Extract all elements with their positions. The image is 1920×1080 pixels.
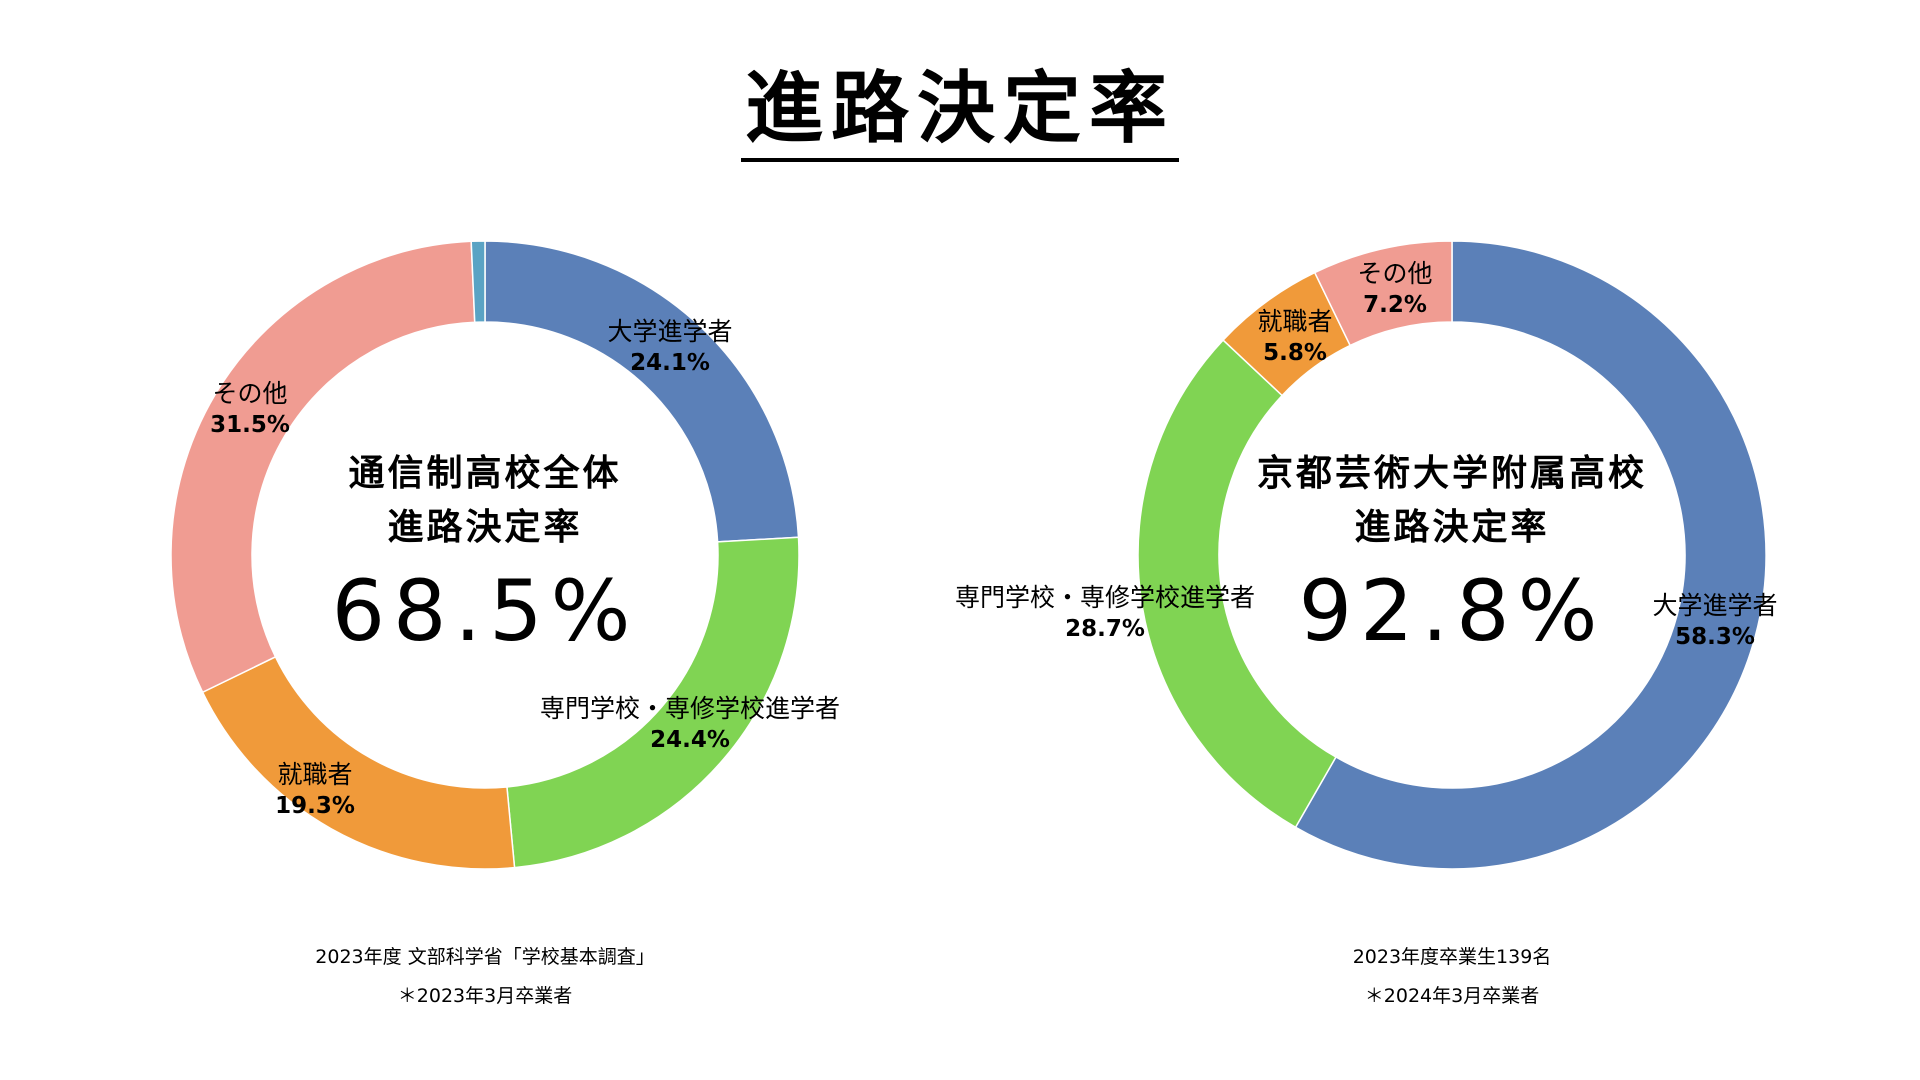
center-rate-value: 92.8% (1299, 562, 1606, 660)
slice-value-university: 24.1% (630, 350, 710, 376)
center-label-line1: 京都芸術大学附属高校 (1257, 452, 1647, 494)
slice-university (484, 240, 800, 543)
slice-label-vocational: 専門学校・専修学校進学者 (540, 694, 840, 723)
center-rate-value: 68.5% (332, 562, 639, 660)
slice-value-vocational: 24.4% (650, 727, 730, 753)
slice-value-other: 31.5% (210, 412, 290, 438)
slice-other (1313, 240, 1453, 347)
slice-label-other: その他 (1357, 259, 1432, 288)
slice-label-employment: 就職者 (1257, 307, 1332, 336)
source-note-national: 2023年度 文部科学省「学校基本調査」 (315, 946, 655, 968)
slice-label-university: 大学進学者 (1652, 591, 1777, 620)
slice-label-vocational: 専門学校・専修学校進学者 (955, 583, 1255, 612)
slice-label-university: 大学進学者 (607, 317, 732, 346)
center-label-line1: 通信制高校全体 (348, 452, 621, 494)
footnote-national: ＊2023年3月卒業者 (397, 985, 573, 1007)
slice-value-employment: 19.3% (275, 793, 355, 819)
slice-other-4 (470, 240, 486, 324)
slice-university (1294, 240, 1767, 870)
slice-value-vocational: 28.7% (1065, 616, 1145, 642)
page-title: 進路決定率 (0, 70, 1920, 162)
footnote-school: ＊2024年3月卒業者 (1364, 985, 1540, 1007)
slice-value-university: 58.3% (1675, 624, 1755, 650)
source-note-school: 2023年度卒業生139名 (1352, 946, 1552, 968)
slice-value-employment: 5.8% (1263, 340, 1327, 366)
center-label-line2: 進路決定率 (1354, 507, 1549, 548)
page-title-text: 進路決定率 (740, 70, 1179, 162)
slice-value-other: 7.2% (1363, 292, 1427, 318)
slice-vocational (1137, 338, 1337, 829)
slice-other (170, 240, 476, 694)
slice-label-employment: 就職者 (277, 760, 352, 789)
center-label-line2: 進路決定率 (387, 507, 582, 548)
slice-label-other: その他 (212, 379, 287, 408)
